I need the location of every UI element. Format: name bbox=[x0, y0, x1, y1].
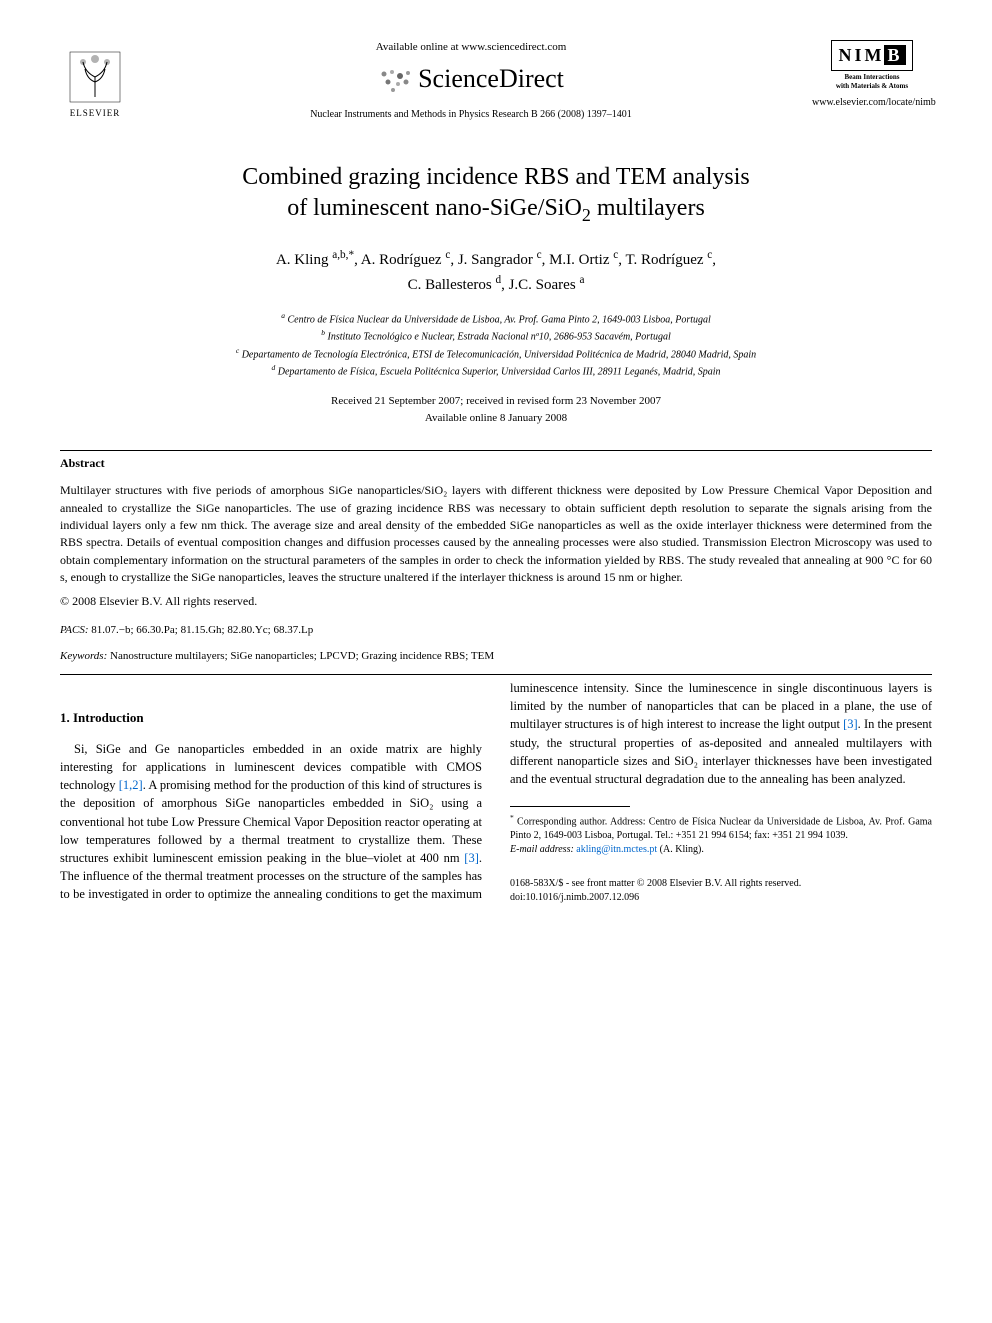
divider bbox=[60, 674, 932, 675]
pacs-line: PACS: 81.07.−b; 66.30.Pa; 81.15.Gh; 82.8… bbox=[60, 623, 932, 638]
title-line-1: Combined grazing incidence RBS and TEM a… bbox=[242, 164, 749, 190]
elsevier-tree-icon bbox=[65, 47, 125, 107]
section-1-heading: 1. Introduction bbox=[60, 709, 482, 728]
available-online-text: Available online at www.sciencedirect.co… bbox=[130, 40, 812, 55]
keywords-label: Keywords: bbox=[60, 650, 107, 662]
nimb-logo: NIMB bbox=[831, 40, 912, 71]
email-label: E-mail address: bbox=[510, 844, 574, 855]
article-dates: Received 21 September 2007; received in … bbox=[60, 393, 932, 426]
nimb-subtitle-2: with Materials & Atoms bbox=[812, 82, 932, 90]
body-columns: 1. Introduction Si, SiGe and Ge nanopart… bbox=[60, 679, 932, 905]
keywords-values: Nanostructure multilayers; SiGe nanopart… bbox=[107, 650, 494, 662]
title-line-2: of luminescent nano-SiGe/SiO bbox=[287, 195, 582, 221]
pacs-values: 81.07.−b; 66.30.Pa; 81.15.Gh; 82.80.Yc; … bbox=[89, 624, 314, 636]
title-subscript: 2 bbox=[582, 205, 591, 225]
authors-list: A. Kling a,b,*, A. Rodríguez c, J. Sangr… bbox=[60, 247, 932, 296]
nimb-b: B bbox=[884, 45, 905, 65]
nimb-subtitle-1: Beam Interactions bbox=[812, 73, 932, 81]
received-date: Received 21 September 2007; received in … bbox=[331, 395, 661, 407]
footer-issn: 0168-583X/$ - see front matter © 2008 El… bbox=[510, 877, 932, 891]
copyright-line: © 2008 Elsevier B.V. All rights reserved… bbox=[60, 593, 932, 610]
keywords-line: Keywords: Nanostructure multilayers; SiG… bbox=[60, 649, 932, 664]
divider bbox=[60, 450, 932, 451]
affiliations: a Centro de Física Nuclear da Universida… bbox=[60, 310, 932, 379]
page-header: ELSEVIER Available online at www.science… bbox=[60, 40, 932, 122]
corresponding-author-footnote: * Corresponding author. Address: Centro … bbox=[510, 813, 932, 857]
journal-url: www.elsevier.com/locate/nimb bbox=[812, 96, 932, 110]
elsevier-logo: ELSEVIER bbox=[60, 40, 130, 120]
pacs-label: PACS: bbox=[60, 624, 89, 636]
journal-badge: NIMB Beam Interactions with Materials & … bbox=[812, 40, 932, 110]
header-center: Available online at www.sciencedirect.co… bbox=[130, 40, 812, 122]
ref-link-1-2[interactable]: [1,2] bbox=[119, 778, 143, 792]
nimb-text: NIM bbox=[838, 45, 884, 65]
email-link[interactable]: akling@itn.mctes.pt bbox=[574, 844, 657, 855]
abstract-heading: Abstract bbox=[60, 455, 932, 472]
journal-citation: Nuclear Instruments and Methods in Physi… bbox=[130, 108, 812, 122]
affiliation-a: Centro de Física Nuclear da Universidade… bbox=[287, 314, 710, 325]
affiliation-d: Departamento de Física, Escuela Politécn… bbox=[278, 366, 721, 377]
article-title: Combined grazing incidence RBS and TEM a… bbox=[60, 162, 932, 227]
footnote-separator bbox=[510, 806, 630, 807]
footer-doi: doi:10.1016/j.nimb.2007.12.096 bbox=[510, 891, 932, 905]
sciencedirect-brand: ScienceDirect bbox=[130, 61, 812, 97]
sciencedirect-dots-icon bbox=[378, 68, 414, 94]
title-line-2-end: multilayers bbox=[591, 195, 705, 221]
publisher-name: ELSEVIER bbox=[70, 107, 121, 120]
affiliation-b: Instituto Tecnológico e Nuclear, Estrada… bbox=[327, 332, 670, 343]
abstract-text: Multilayer structures with five periods … bbox=[60, 482, 932, 586]
affiliation-c: Departamento de Tecnología Electrónica, … bbox=[242, 349, 756, 360]
ref-link-3a[interactable]: [3] bbox=[464, 851, 479, 865]
ref-link-3b[interactable]: [3] bbox=[843, 717, 858, 731]
sciencedirect-text: ScienceDirect bbox=[418, 64, 564, 93]
online-date: Available online 8 January 2008 bbox=[425, 412, 567, 424]
